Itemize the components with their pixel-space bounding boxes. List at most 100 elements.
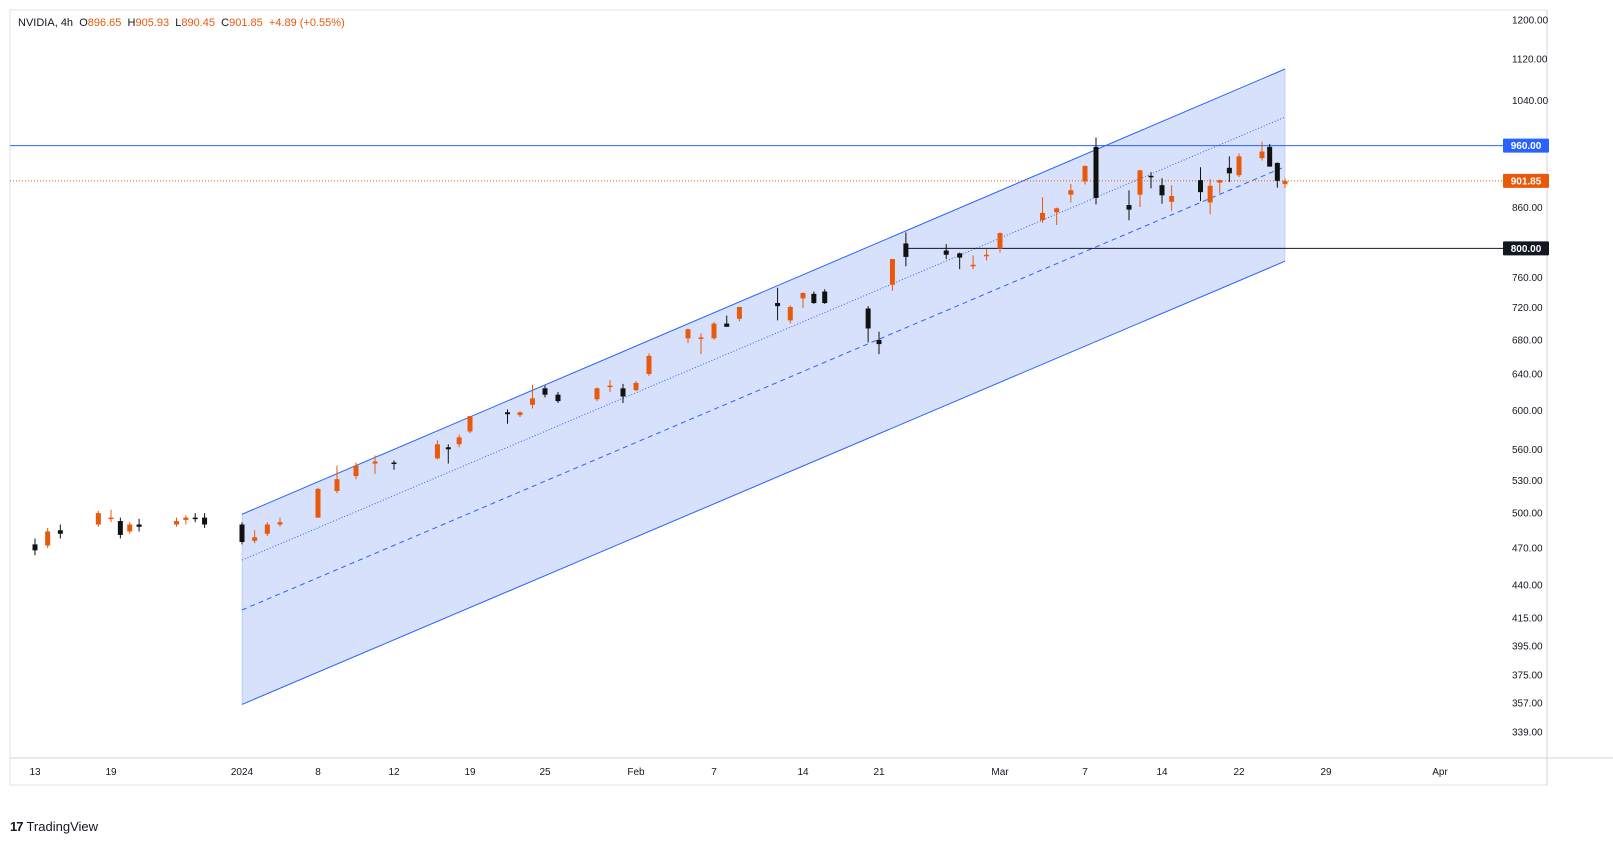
time-tick-label: 14 <box>1156 767 1168 778</box>
ohlc-legend: NVIDIA, 4h O896.65 H905.93 L890.45 C901.… <box>18 17 345 29</box>
time-tick-label: 12 <box>388 767 400 778</box>
candle <box>943 244 949 260</box>
price-tick-label: 395.00 <box>1512 641 1543 652</box>
candle <box>865 306 871 343</box>
candle-body <box>202 517 208 525</box>
price-tick-label: 339.00 <box>1512 728 1543 739</box>
candle <box>1259 141 1265 161</box>
candle-body <box>1207 185 1213 203</box>
candle <box>1093 137 1099 205</box>
time-tick-label: 2024 <box>231 767 254 778</box>
candle-body <box>811 293 817 304</box>
candle <box>903 232 909 267</box>
time-tick-label: 19 <box>105 767 117 778</box>
price-tick-label: 1120.00 <box>1512 54 1548 65</box>
candle-body <box>1198 180 1203 193</box>
time-tick-label: 14 <box>797 767 809 778</box>
candle-body <box>698 337 704 339</box>
candle <box>252 530 258 544</box>
candle <box>1054 207 1060 225</box>
brand-name: TradingView <box>26 819 99 834</box>
candle-body <box>505 412 510 415</box>
candle-body <box>711 323 717 339</box>
candle <box>1198 167 1203 202</box>
candle-body <box>1226 167 1232 174</box>
candle-body <box>108 517 114 520</box>
candle-body <box>136 524 142 527</box>
candle <box>277 517 283 527</box>
level-tag-800-bg <box>1503 241 1549 256</box>
change-value: +4.89 (+0.55%) <box>268 17 345 29</box>
candle-body <box>1054 208 1060 213</box>
candle <box>1148 172 1154 189</box>
price-tick-label: 1200.00 <box>1512 16 1549 27</box>
candle-body <box>32 544 38 551</box>
candle <box>787 305 793 324</box>
candle-body <box>127 524 133 532</box>
candle-body <box>277 522 283 525</box>
candle <box>984 249 990 261</box>
candle-body <box>1082 165 1088 182</box>
price-tick-label: 470.00 <box>1512 543 1543 554</box>
candle <box>1169 185 1175 211</box>
time-tick-label: 29 <box>1320 767 1332 778</box>
candle <box>822 289 828 304</box>
candle <box>95 510 101 527</box>
candle-body <box>1068 190 1074 195</box>
candle <box>136 518 142 532</box>
candle-body <box>633 382 639 391</box>
channel-lower-line <box>241 260 1286 705</box>
last-price-tag: 901.85 <box>1511 176 1542 187</box>
price-tick-label: 375.00 <box>1512 671 1543 682</box>
time-tick-label: 25 <box>539 767 551 778</box>
candle-body <box>192 517 198 520</box>
candle <box>192 513 198 523</box>
time-tick-label: Apr <box>1432 767 1448 778</box>
candle-body <box>391 462 397 465</box>
candle-body <box>607 385 613 388</box>
price-tick-label: 415.00 <box>1512 614 1543 625</box>
time-tick-label: 22 <box>1233 767 1245 778</box>
candle-body <box>685 329 691 339</box>
candle-body <box>57 530 63 534</box>
candle <box>353 462 359 480</box>
candle-body <box>445 447 451 450</box>
candle-body <box>1126 205 1132 210</box>
close-value: 901.85 <box>229 17 263 29</box>
candle-body <box>787 306 793 321</box>
candle <box>1207 178 1213 215</box>
candle-body <box>800 293 806 299</box>
candle-body <box>943 250 949 255</box>
last-price-tag-bg <box>1503 173 1549 188</box>
level-tag-800: 800.00 <box>1511 244 1542 255</box>
candle-body <box>594 388 600 400</box>
candle <box>315 487 321 518</box>
candle <box>117 517 123 539</box>
symbol-name: NVIDIA <box>18 17 55 29</box>
candle-body <box>183 517 189 520</box>
candle-body <box>555 394 561 402</box>
time-tick-label: 7 <box>1082 767 1088 778</box>
candle <box>542 385 548 398</box>
tradingview-brand[interactable]: 17 TradingView <box>10 819 98 834</box>
candle-body <box>252 537 258 541</box>
price-tick-label: 640.00 <box>1512 370 1543 381</box>
candle-body <box>315 488 321 518</box>
candle-body <box>775 303 781 307</box>
price-tick-label: 440.00 <box>1512 581 1543 592</box>
candle <box>876 331 882 355</box>
time-tick-label: 7 <box>711 767 717 778</box>
candle-body <box>1040 212 1045 221</box>
candle-body <box>889 259 895 285</box>
time-tick-label: 8 <box>315 767 321 778</box>
candle <box>264 522 270 537</box>
candle <box>530 384 535 409</box>
level-tag-960: 960.00 <box>1511 141 1542 152</box>
candle <box>445 444 451 464</box>
price-tick-label: 680.00 <box>1512 335 1543 346</box>
candle <box>1040 197 1045 223</box>
candle <box>633 381 639 392</box>
candle-body <box>724 323 730 327</box>
candle <box>32 538 38 556</box>
